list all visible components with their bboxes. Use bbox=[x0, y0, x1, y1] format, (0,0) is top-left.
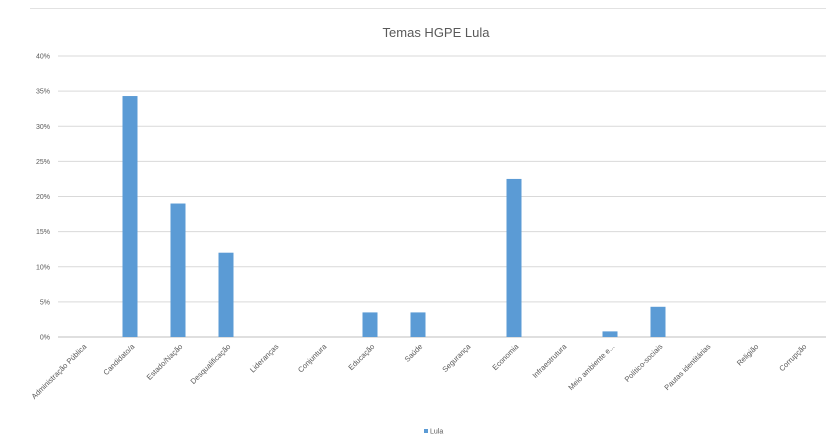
x-tick-label: Religião bbox=[735, 342, 761, 368]
y-tick-label: 30% bbox=[36, 124, 50, 131]
x-tick-label: Lideranças bbox=[248, 342, 280, 374]
x-tick-label: Conjuntura bbox=[296, 341, 329, 374]
y-tick-label: 15% bbox=[36, 229, 50, 236]
bar bbox=[218, 252, 234, 337]
bars bbox=[122, 96, 666, 337]
y-tick-label: 0% bbox=[40, 335, 50, 342]
top-divider bbox=[30, 8, 826, 9]
bar bbox=[650, 306, 666, 337]
bar bbox=[122, 96, 138, 337]
y-axis-ticks: 0% 5% 10% 15% 20% 25% 30% 35% 40% bbox=[36, 54, 50, 342]
chart-title: Temas HGPE Lula bbox=[383, 25, 491, 40]
bar bbox=[602, 331, 618, 337]
y-tick-label: 35% bbox=[36, 89, 50, 96]
y-tick-label: 5% bbox=[40, 299, 50, 306]
gridlines bbox=[58, 55, 826, 338]
bar bbox=[410, 312, 426, 337]
x-tick-label: Saúde bbox=[403, 342, 425, 364]
x-tick-label: Meio ambiente e... bbox=[566, 342, 616, 392]
x-tick-label: Corrupção bbox=[777, 342, 808, 373]
legend-swatch bbox=[424, 429, 428, 433]
y-tick-label: 25% bbox=[36, 159, 50, 166]
x-tick-label: Desqualificação bbox=[189, 342, 233, 386]
x-tick-label: Segurança bbox=[440, 341, 473, 374]
x-axis-ticks: Administração Pública Candidato/a Estado/N… bbox=[30, 341, 809, 400]
bar bbox=[170, 203, 186, 337]
x-tick-label: Infraestrutura bbox=[531, 341, 569, 379]
legend-label: Lula bbox=[430, 429, 443, 436]
bar bbox=[506, 178, 522, 337]
x-tick-label: Pautas identitárias bbox=[662, 342, 712, 392]
y-tick-label: 40% bbox=[36, 54, 50, 61]
bar bbox=[362, 312, 378, 337]
y-tick-label: 20% bbox=[36, 194, 50, 201]
y-tick-label: 10% bbox=[36, 264, 50, 271]
x-tick-label: Administração Pública bbox=[30, 341, 89, 400]
legend: Lula bbox=[424, 429, 443, 436]
x-tick-label: Estado/Nação bbox=[145, 342, 185, 382]
x-tick-label: Educação bbox=[346, 342, 376, 372]
x-tick-label: Economia bbox=[490, 341, 521, 372]
x-tick-label: Político-sociais bbox=[623, 342, 665, 384]
x-tick-label: Candidato/a bbox=[101, 341, 137, 377]
